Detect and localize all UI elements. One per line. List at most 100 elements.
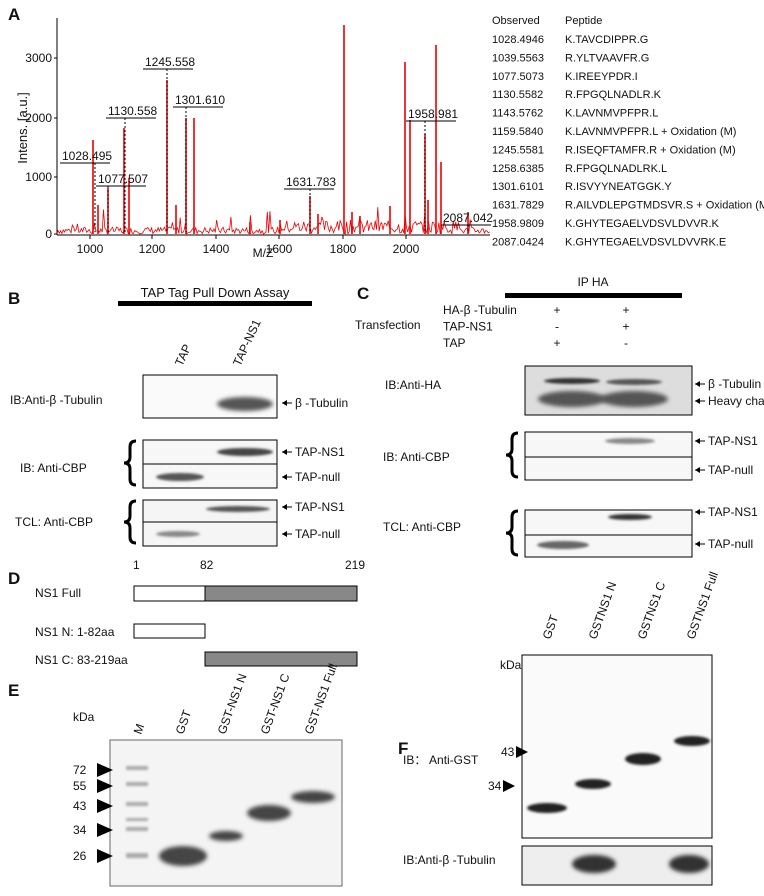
blot-label: IB:Anti-HA [385,378,441,392]
brace [123,499,137,545]
band-label: Heavy chain [708,394,764,408]
lane-label: GSTNS1 C [635,580,669,641]
brace [123,439,137,487]
peak-label: 1130.558 [108,104,157,118]
pointer-head [695,381,700,387]
gel [109,739,343,887]
brace [505,509,519,557]
table-cell: R.ISEQFTAMFR.R + Oxidation (M) [565,144,736,156]
x-axis-label: M/Z [253,246,274,260]
table-cell: R.FPGQLNADLR.K [565,89,662,101]
position-label: 82 [200,558,214,572]
blot-label: TCL: Anti-CBP [383,520,461,534]
band [156,531,200,537]
domain-bar [204,585,358,602]
marker-arrow [97,823,113,837]
position-label: 219 [345,558,365,572]
sign: - [624,336,628,350]
peak-label: 1301.610 [175,93,225,107]
lane-label: TAP [172,342,194,368]
band-label: TAP-NS1 [708,434,758,448]
marker-label: 34 [488,779,502,793]
band [126,827,148,831]
y-tick-label: 2000 [25,111,52,125]
marker-label: 72 [73,763,87,777]
table-cell: K.IREEYPDR.I [565,71,638,83]
construct-label: NS1 Full [35,586,81,600]
blot [524,456,693,481]
band-label: TAP-NS1 [708,505,758,519]
band [625,753,661,765]
panel-label: A [8,5,20,24]
unit-label: kDa [73,710,95,724]
band [674,736,710,746]
blot-label: IB: Anti-CBP [383,450,450,464]
panel-label: B [8,289,20,308]
x-tick-label: 1000 [77,242,104,256]
table-cell: 1159.5840 [492,126,543,138]
title-bar [505,293,682,298]
sign: + [622,303,629,317]
domain-bar [133,623,206,639]
table-cell: K.LAVNMVPFPR.L [565,108,658,120]
brace [505,431,519,479]
table-cell: 1039.5563 [492,52,544,64]
band [575,779,611,789]
band [600,391,668,407]
pointer-head [695,509,700,515]
position-label: 1 [133,558,140,572]
domain-bar [133,585,206,602]
lane-label: GST [173,707,195,736]
table-cell: K.TAVCDIPPR.G [565,34,648,46]
title-bar [118,301,312,306]
band [608,514,652,520]
table-cell: K.GHYTEGAELVDSVLDVVRK.E [565,236,726,248]
lane-label: GST-NS1 Full [302,662,340,736]
sign: + [622,320,629,334]
blot [524,365,693,416]
band [126,802,148,806]
table-cell: 1130.5582 [492,89,543,101]
marker-arrow [97,763,113,777]
table-cell: 1258.6385 [492,163,544,175]
pointer-head [282,400,287,406]
blot-label: TCL: Anti-CBP [15,515,93,529]
table-cell: R.FPGQLNADLRK.L [565,163,667,175]
table-cell: 1245.5581 [492,144,544,156]
domain-bar [204,651,358,667]
condition-label: HA-β -Tubulin [443,303,517,317]
blot [524,509,693,536]
table-cell: 2087.0424 [492,236,544,248]
band-label: β -Tubulin [295,396,348,410]
lane-label: GSTNS1 Full [684,570,721,641]
condition-label: TAP [443,336,465,350]
band [159,846,207,866]
marker-arrow [97,799,113,813]
row-label: Transfection [355,318,421,332]
pointer-head [695,467,700,473]
x-tick-label: 1800 [330,242,357,256]
table-cell: R.ISVYYNEATGGK.Y [565,181,672,193]
band [217,448,273,456]
panel-title: IP HA [577,275,608,289]
band [217,397,273,411]
panel-label: D [8,569,20,588]
pointer-head [695,438,700,444]
marker-label: 55 [73,779,87,793]
band [126,766,148,770]
band-label: β -Tubulin [708,377,761,391]
y-tick-label: 0 [45,227,52,241]
x-tick-label: 1200 [139,242,166,256]
table-cell: K.LAVNMVPFPR.L + Oxidation (M) [565,126,736,138]
band-label: TAP-null [295,527,340,541]
band [605,438,655,444]
y-axis-label: Intens. [a.u.] [15,92,30,164]
x-tick-label: 2000 [393,242,420,256]
marker-arrow [503,780,515,792]
blot-label: IB： Anti-GST [403,753,479,767]
band [527,803,567,813]
panel-label: C [357,284,369,303]
blot [142,374,278,419]
band [209,831,243,841]
